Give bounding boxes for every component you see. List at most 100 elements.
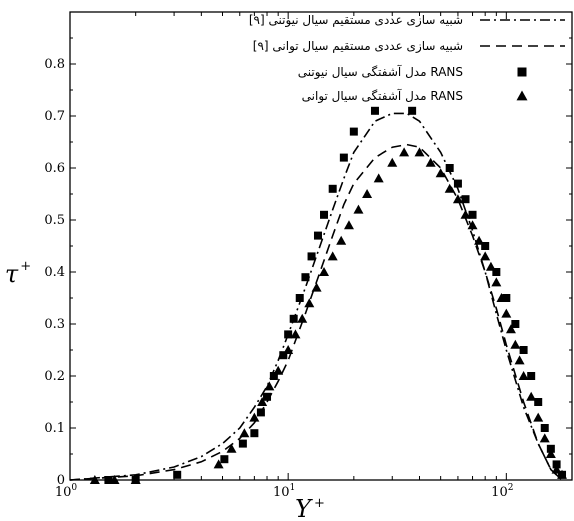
triangle-marker xyxy=(362,189,373,198)
triangle-marker xyxy=(496,293,507,302)
square-marker xyxy=(546,444,555,453)
square-marker xyxy=(339,153,348,162)
plot-area-border xyxy=(69,11,573,481)
triangle-marker xyxy=(435,168,446,178)
series-line xyxy=(69,143,563,481)
x-axis-title: Y + xyxy=(295,495,325,521)
triangle-marker xyxy=(239,428,250,438)
legend-label: شبیه سازی عددی مستقیم سیال نیوتنی [۹] xyxy=(249,13,463,28)
y-axis-ticks: 0 0.1 0.2 0.3 0.4 0.5 0.6 0.7 0.8 xyxy=(44,37,572,488)
square-marker xyxy=(408,106,417,115)
square-marker xyxy=(461,195,470,204)
square-marker xyxy=(370,106,379,115)
square-marker xyxy=(511,320,520,328)
x-tick-label: 101 xyxy=(273,483,295,500)
triangle-marker xyxy=(399,147,410,157)
plot-frame xyxy=(69,11,573,481)
triangle-marker xyxy=(452,194,463,204)
y-tick-label: 0.5 xyxy=(44,213,65,228)
square-marker xyxy=(289,314,298,323)
triangle-marker xyxy=(514,355,525,365)
legend-label: مدل آشفتگی سیال نیوتنی RANS xyxy=(298,64,463,80)
legend-label: شبیه سازی عددی مستقیم سیال توانی [۹] xyxy=(253,39,463,54)
triangle-marker xyxy=(505,324,516,334)
series-layer xyxy=(69,106,568,484)
legend-triangle-swatch xyxy=(516,90,528,101)
square-marker xyxy=(519,346,528,354)
triangle-marker xyxy=(518,371,529,380)
triangle-marker xyxy=(387,157,398,167)
series-1 xyxy=(69,112,563,481)
triangle-marker xyxy=(297,313,308,323)
square-marker xyxy=(104,476,113,484)
y-tick-label: 0.4 xyxy=(44,265,65,280)
triangle-marker xyxy=(533,412,544,422)
square-marker xyxy=(453,179,462,188)
square-marker xyxy=(492,268,501,276)
square-marker xyxy=(256,408,265,417)
triangle-marker xyxy=(557,469,568,479)
triangle-marker xyxy=(444,183,455,193)
square-marker xyxy=(445,164,454,172)
triangle-marker xyxy=(273,365,284,375)
triangle-marker xyxy=(510,339,521,349)
legend: شبیه سازی عددی مستقیم سیال نیوتنی [۹] شبی… xyxy=(249,13,565,104)
square-marker xyxy=(284,330,293,339)
square-marker xyxy=(220,455,229,464)
series-3 xyxy=(104,106,567,484)
y-tick-label: 0.7 xyxy=(44,109,65,124)
triangle-marker xyxy=(545,449,556,458)
square-marker xyxy=(295,294,304,302)
triangle-marker xyxy=(283,345,294,354)
triangle-marker xyxy=(319,267,330,276)
square-marker xyxy=(269,372,278,380)
square-marker xyxy=(540,424,549,432)
triangle-marker xyxy=(264,381,275,391)
square-marker xyxy=(173,470,182,479)
triangle-marker xyxy=(257,397,268,406)
square-marker xyxy=(502,294,511,302)
triangle-marker xyxy=(467,220,478,230)
square-marker xyxy=(307,252,316,261)
y-axis-title: τ + xyxy=(5,259,31,288)
triangle-marker xyxy=(539,433,550,443)
triangle-marker xyxy=(343,220,354,230)
square-marker xyxy=(349,127,358,136)
legend-square-swatch xyxy=(517,67,527,77)
square-marker xyxy=(279,351,288,360)
square-marker xyxy=(238,439,247,448)
triangle-marker xyxy=(526,391,537,401)
triangle-marker xyxy=(373,173,384,183)
triangle-marker xyxy=(474,235,485,245)
y-tick-label: 0.2 xyxy=(44,369,65,384)
triangle-marker xyxy=(501,308,512,318)
y-tick-label: 0 xyxy=(57,473,65,488)
y-tick-label: 0.6 xyxy=(44,161,65,176)
square-marker xyxy=(534,398,543,406)
square-marker xyxy=(320,210,329,219)
square-marker xyxy=(481,242,490,250)
triangle-marker xyxy=(491,277,502,287)
triangle-marker xyxy=(109,475,120,484)
x-tick-label: 100 xyxy=(55,483,78,500)
triangle-marker xyxy=(460,209,471,219)
x-tick-label: 102 xyxy=(491,483,513,500)
square-marker xyxy=(301,273,310,282)
square-marker xyxy=(328,184,337,193)
y-tick-label: 0.8 xyxy=(44,57,65,72)
triangle-marker xyxy=(414,147,425,157)
y-tick-label: 0.3 xyxy=(44,317,65,332)
triangle-marker xyxy=(213,459,224,469)
square-marker xyxy=(468,210,477,219)
square-marker xyxy=(552,460,561,469)
square-marker xyxy=(527,372,536,380)
triangle-marker xyxy=(290,329,301,339)
triangle-marker xyxy=(89,475,100,484)
series-line xyxy=(69,112,563,481)
triangle-marker xyxy=(311,282,322,292)
triangle-marker xyxy=(551,464,562,474)
triangle-marker xyxy=(480,251,491,261)
triangle-marker xyxy=(130,475,141,484)
triangle-marker xyxy=(226,443,237,453)
